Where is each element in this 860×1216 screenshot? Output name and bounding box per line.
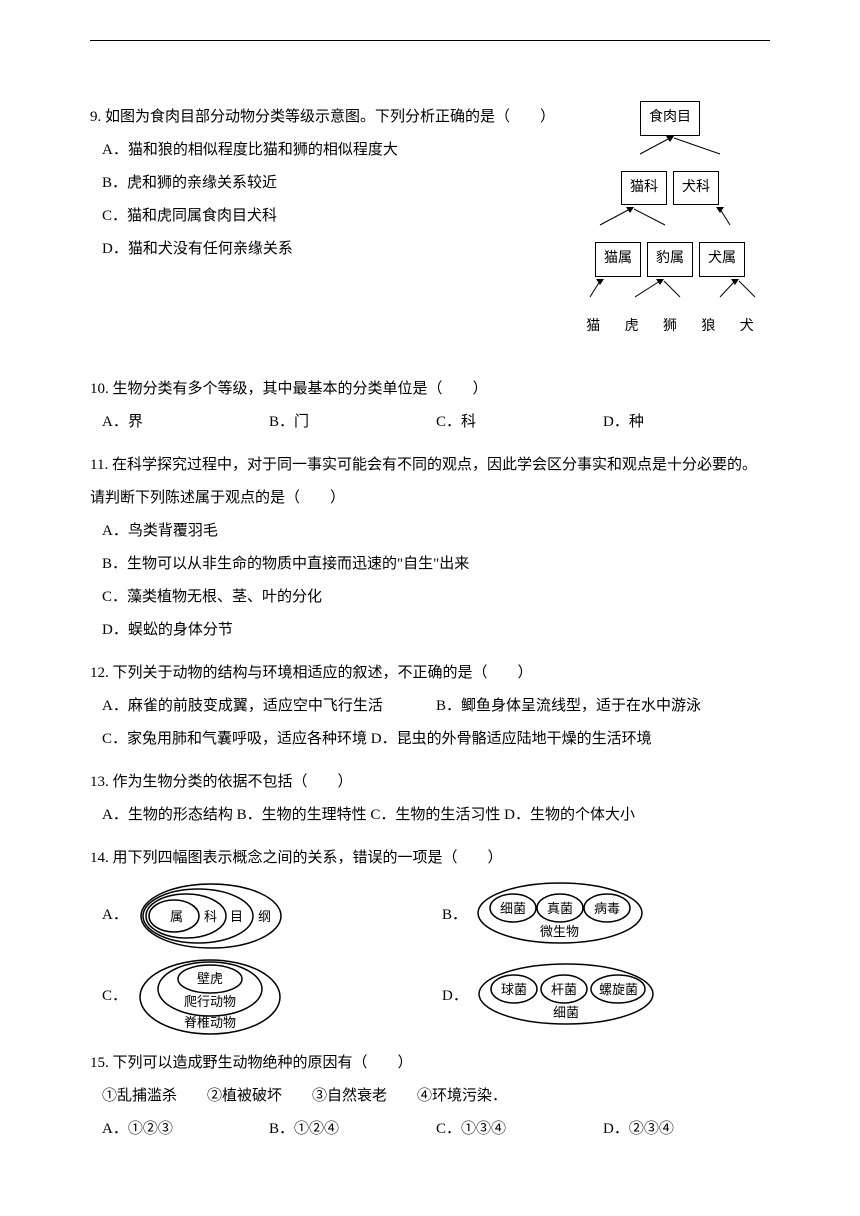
node-species-1: 猫 (586, 312, 600, 343)
q14-diagram-d: 球菌 杆菌 螺旋菌 细菌 (476, 962, 656, 1032)
svg-text:纲: 纲 (258, 909, 271, 924)
node-genus-1: 猫属 (595, 242, 641, 277)
q12-option-c: C．家兔用肺和气囊呼吸，适应各种环境 (102, 731, 367, 747)
q13-option-a: A．生物的形态结构 (102, 807, 233, 823)
q14-stem: 用下列四幅图表示概念之间的关系，错误的一项是（ ） (113, 850, 503, 866)
question-12: 12. 下列关于动物的结构与环境相适应的叙述，不正确的是（ ） A．麻雀的前肢变… (90, 657, 770, 756)
node-species-4: 狼 (701, 312, 715, 343)
q11-option-c: C．藻类植物无根、茎、叶的分化 (90, 581, 770, 614)
q14-label-d: D． (442, 980, 468, 1013)
q14-label-b: B． (442, 899, 467, 932)
svg-text:属: 属 (170, 909, 183, 924)
q12-option-d: D．昆虫的外骨骼适应陆地干燥的生活环境 (371, 731, 652, 747)
svg-text:细菌: 细菌 (500, 901, 526, 916)
node-genus-2: 豹属 (647, 242, 693, 277)
question-13: 13. 作为生物分类的依据不包括（ ） A．生物的形态结构 B．生物的生理特性 … (90, 766, 770, 832)
q14-diagram-c: 壁虎 爬行动物 脊椎动物 (135, 957, 285, 1037)
q9-stem: 如图为食肉目部分动物分类等级示意图。下列分析正确的是（ ） (105, 109, 555, 125)
svg-text:爬行动物: 爬行动物 (184, 994, 236, 1009)
svg-text:杆菌: 杆菌 (551, 982, 577, 997)
q10-stem: 生物分类有多个等级，其中最基本的分类单位是（ ） (113, 381, 488, 397)
q10-option-d: D．种 (603, 406, 770, 439)
svg-text:病毒: 病毒 (594, 901, 620, 916)
svg-text:微生物: 微生物 (540, 924, 579, 939)
q13-option-d: D．生物的个体大小 (504, 807, 635, 823)
svg-text:科: 科 (204, 909, 217, 924)
q10-number: 10. (90, 381, 109, 397)
node-family-1: 猫科 (621, 171, 667, 206)
question-9: 食肉目 猫科 犬科 猫属 豹属 犬属 (90, 101, 770, 343)
q13-number: 13. (90, 774, 109, 790)
q11-stem: 在科学探究过程中，对于同一事实可能会有不同的观点，因此学会区分事实和观点是十分必… (90, 457, 757, 506)
svg-text:细菌: 细菌 (553, 1005, 579, 1020)
node-family-2: 犬科 (673, 171, 719, 206)
svg-text:螺旋菌: 螺旋菌 (599, 982, 638, 997)
q14-label-a: A． (102, 899, 128, 932)
q15-option-d: D．②③④ (603, 1113, 770, 1146)
question-14: 14. 用下列四幅图表示概念之间的关系，错误的一项是（ ） A． 属 科 目 纲… (90, 842, 770, 1037)
q9-arrows-2 (570, 207, 770, 227)
q10-option-b: B．门 (269, 406, 436, 439)
q11-option-d: D．蜈蚣的身体分节 (90, 614, 770, 647)
question-15: 15. 下列可以造成野生动物绝种的原因有（ ） ①乱捕滥杀 ②植被破坏 ③自然衰… (90, 1047, 770, 1146)
q14-diagram-a: 属 科 目 纲 (136, 881, 286, 951)
q9-arrows-1 (570, 136, 770, 156)
q13-option-c: C．生物的生活习性 (370, 807, 500, 823)
svg-text:脊椎动物: 脊椎动物 (184, 1015, 236, 1030)
q15-option-c: C．①③④ (436, 1113, 603, 1146)
q12-number: 12. (90, 665, 109, 681)
q11-number: 11. (90, 457, 108, 473)
node-genus-3: 犬属 (699, 242, 745, 277)
svg-text:目: 目 (230, 909, 243, 924)
q14-number: 14. (90, 850, 109, 866)
q15-stem: 下列可以造成野生动物绝种的原因有（ ） (113, 1055, 413, 1071)
node-order: 食肉目 (640, 101, 700, 136)
q13-option-b: B．生物的生理特性 (237, 807, 367, 823)
q11-option-b: B．生物可以从非生命的物质中直接而迅速的"自生"出来 (90, 548, 770, 581)
q9-tree-diagram: 食肉目 猫科 犬科 猫属 豹属 犬属 (570, 101, 770, 343)
q15-option-a: A．①②③ (102, 1113, 269, 1146)
node-species-5: 犬 (740, 312, 754, 343)
q10-option-c: C．科 (436, 406, 603, 439)
q15-option-b: B．①②④ (269, 1113, 436, 1146)
q9-arrows-3 (570, 279, 770, 299)
q12-option-b: B．鲫鱼身体呈流线型，适于在水中游泳 (436, 690, 770, 723)
question-10: 10. 生物分类有多个等级，其中最基本的分类单位是（ ） A．界 B．门 C．科… (90, 373, 770, 439)
node-species-3: 狮 (663, 312, 677, 343)
question-11: 11. 在科学探究过程中，对于同一事实可能会有不同的观点，因此学会区分事实和观点… (90, 449, 770, 647)
node-species-2: 虎 (625, 312, 639, 343)
q15-number: 15. (90, 1055, 109, 1071)
q14-label-c: C． (102, 980, 127, 1013)
svg-text:真菌: 真菌 (547, 901, 573, 916)
q10-option-a: A．界 (102, 406, 269, 439)
svg-text:壁虎: 壁虎 (197, 971, 223, 986)
q11-option-a: A．鸟类背覆羽毛 (90, 515, 770, 548)
q12-stem: 下列关于动物的结构与环境相适应的叙述，不正确的是（ ） (113, 665, 533, 681)
q15-items: ①乱捕滥杀 ②植被破坏 ③自然衰老 ④环境污染． (90, 1080, 770, 1113)
page-top-rule (90, 40, 770, 41)
q12-option-a: A．麻雀的前肢变成翼，适应空中飞行生活 (102, 690, 436, 723)
q9-number: 9. (90, 109, 101, 125)
q14-diagram-b: 细菌 真菌 病毒 微生物 (475, 881, 645, 951)
svg-text:球菌: 球菌 (501, 982, 527, 997)
q13-stem: 作为生物分类的依据不包括（ ） (113, 774, 353, 790)
